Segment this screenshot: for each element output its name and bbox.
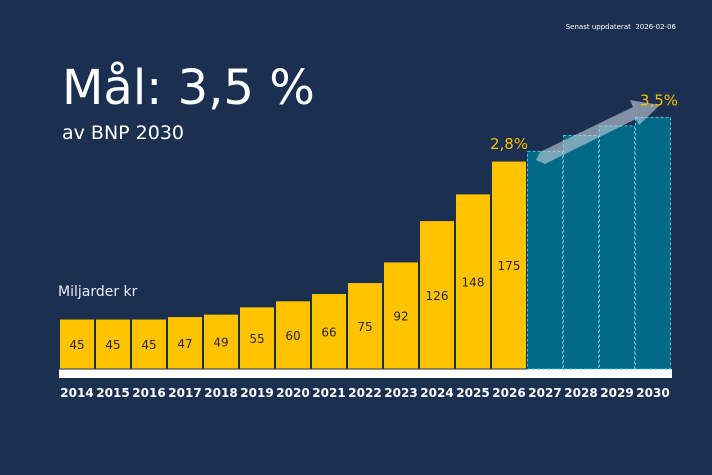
annotation-label: 3,5% xyxy=(640,91,678,109)
bar xyxy=(347,282,383,370)
x-tick-label: 2023 xyxy=(384,386,417,400)
bar xyxy=(491,160,527,370)
x-tick-label: 2028 xyxy=(564,386,597,400)
data-label: 45 xyxy=(69,338,84,352)
x-tick-label: 2026 xyxy=(492,386,525,400)
x-tick-label: 2024 xyxy=(420,386,453,400)
x-tick-label: 2019 xyxy=(240,386,273,400)
data-label: 148 xyxy=(462,275,485,289)
annotation-label: 2,8% xyxy=(490,135,528,153)
bar xyxy=(383,261,419,370)
x-tick-label: 2016 xyxy=(132,386,165,400)
x-tick-label: 2027 xyxy=(528,386,561,400)
data-label: 55 xyxy=(249,332,264,346)
page-subtitle: av BNP 2030 xyxy=(62,122,185,144)
x-tick-label: 2021 xyxy=(312,386,345,400)
data-label: 66 xyxy=(321,325,336,339)
projected-bar xyxy=(527,150,563,370)
bar xyxy=(239,306,275,370)
bar xyxy=(59,318,95,370)
bar xyxy=(203,313,239,370)
data-label: 45 xyxy=(105,338,120,352)
bar xyxy=(131,318,167,370)
trend-arrow-icon xyxy=(536,100,660,164)
bar xyxy=(275,300,311,370)
page-title: Mål: 3,5 % xyxy=(62,60,315,116)
baseline xyxy=(59,369,672,378)
data-label: 175 xyxy=(498,259,521,273)
bar xyxy=(311,293,347,370)
x-tick-label: 2025 xyxy=(456,386,489,400)
x-tick-label: 2030 xyxy=(636,386,669,400)
projected-bar xyxy=(563,135,599,370)
data-label: 49 xyxy=(213,336,228,350)
bar xyxy=(95,318,131,370)
bar xyxy=(167,316,203,370)
data-label: 126 xyxy=(426,289,449,303)
bar xyxy=(419,220,455,370)
x-tick-label: 2022 xyxy=(348,386,381,400)
last-updated: Senast uppdaterat 2026-02-06 xyxy=(565,23,676,31)
projected-bar xyxy=(635,116,671,370)
x-tick-label: 2015 xyxy=(96,386,129,400)
x-tick-label: 2017 xyxy=(168,386,201,400)
data-label: 92 xyxy=(393,309,408,323)
data-label: 60 xyxy=(285,329,300,343)
data-label: 47 xyxy=(177,337,192,351)
data-label: 75 xyxy=(357,320,372,334)
bar xyxy=(455,193,491,370)
y-axis-label: Miljarder kr xyxy=(58,284,138,300)
projected-bar xyxy=(599,125,635,370)
x-tick-label: 2018 xyxy=(204,386,237,400)
x-tick-label: 2014 xyxy=(60,386,93,400)
x-tick-label: 2020 xyxy=(276,386,309,400)
x-tick-label: 2029 xyxy=(600,386,633,400)
data-label: 45 xyxy=(141,338,156,352)
